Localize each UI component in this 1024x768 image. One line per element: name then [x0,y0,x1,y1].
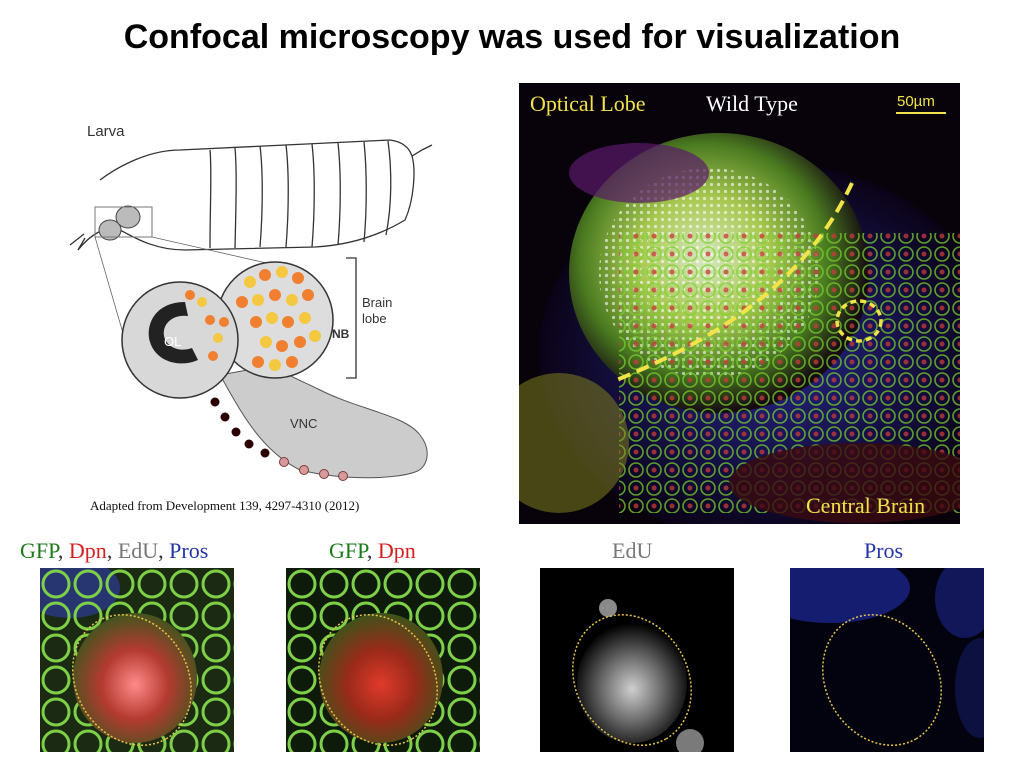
vnc-dots [210,397,348,481]
label-wild-type: Wild Type [706,91,798,116]
inset-label-edu: EdU [612,538,652,564]
nb-label: NB [332,327,350,341]
larva-brain-lobe-right [115,205,141,229]
inset-label-part: GFP [329,538,367,563]
label-optical-lobe: Optical Lobe [530,91,646,116]
zoom-box [94,206,153,238]
brain-lobe-bracket [346,257,357,379]
optic-lobe-circle [121,281,239,399]
vnc-label: VNC [290,416,317,431]
boundary-dashed-line [613,182,854,383]
zoom-line-right [151,236,276,266]
larva-brain-diagram: Larva VNC OL [69,123,433,481]
zoom-line-left [94,236,126,341]
inset-merge-image [40,568,234,752]
inset-label-part: Pros [864,538,904,563]
scale-bar-label: 50µm [897,93,935,110]
inset-label-part: , [106,538,118,563]
inset-label-part: GFP [20,538,58,563]
inset-label-part: , [57,538,69,563]
inset-label-part: , [366,538,378,563]
vnc-shape [219,364,428,479]
confocal-micrograph: Optical Lobe Wild Type 50µm Central Brai… [519,83,960,524]
inset-label-part: EdU [117,538,159,563]
micrograph-image [519,83,960,524]
inset-label-part: EdU [612,538,653,563]
optic-lobe-crescent [148,302,198,364]
inset-label-merge: GFP, Dpn, EdU, Pros [20,538,208,564]
neuroblast-dots [185,266,321,371]
inset-label-part: Dpn [377,538,416,563]
diagram-caption: Adapted from Development 139, 4297-4310 … [90,498,360,513]
inset-label-gfp-dpn: GFP, Dpn [329,538,416,564]
neuroblast-dashed-circle [835,299,883,343]
scale-bar [896,112,946,114]
inset-pros-image [790,568,984,752]
brain-lobe-label: Brain lobe [362,295,392,326]
ol-label: OL [164,334,181,349]
inset-label-part: , [158,538,170,563]
slide-title: Confocal microscopy was used for visuali… [123,18,901,56]
larva-label: Larva [87,123,125,140]
larva-body-outline [69,139,433,251]
inset-label-part: Pros [169,538,209,563]
inset-edu-image [540,568,734,752]
inset-label-pros: Pros [864,538,903,564]
larva-brain-lobe-left [98,219,122,241]
label-central-brain: Central Brain [806,493,926,518]
inset-gfp-dpn-image [286,568,480,752]
inset-label-part: Dpn [68,538,107,563]
